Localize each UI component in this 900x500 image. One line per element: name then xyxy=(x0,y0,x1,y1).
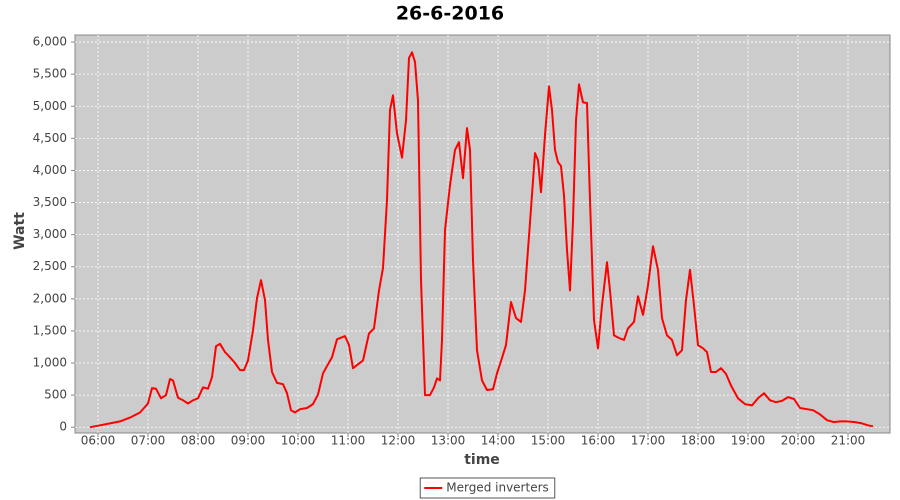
x-tick-label: 16:00 xyxy=(581,434,616,448)
y-tick-label: 2,500 xyxy=(33,259,67,273)
y-tick-label: 0 xyxy=(59,420,67,434)
y-tick-label: 6,000 xyxy=(33,35,67,49)
x-tick-label: 06:00 xyxy=(81,434,116,448)
data-line xyxy=(89,51,874,429)
y-tick-label: 5,000 xyxy=(33,99,67,113)
x-tick-label: 11:00 xyxy=(331,434,366,448)
x-tick-label: 12:00 xyxy=(381,434,416,448)
chart-title: 26-6-2016 xyxy=(396,3,504,25)
x-tick-label: 08:00 xyxy=(181,434,216,448)
y-tick-label: 5,500 xyxy=(33,67,67,81)
y-tick-label: 1,000 xyxy=(33,356,67,370)
legend-box xyxy=(419,477,556,499)
x-tick-label: 15:00 xyxy=(531,434,566,448)
y-axis-label: Watt xyxy=(12,212,28,250)
x-tick-label: 14:00 xyxy=(481,434,516,448)
y-tick-label: 500 xyxy=(44,388,67,402)
y-tick-label: 4,500 xyxy=(33,131,67,145)
x-tick-label: 07:00 xyxy=(131,434,166,448)
y-tick-label: 4,000 xyxy=(33,163,67,177)
plot-area xyxy=(74,34,891,434)
x-tick-label: 21:00 xyxy=(831,434,866,448)
legend: Merged inverters xyxy=(419,477,556,499)
y-tick-label: 2,000 xyxy=(33,291,67,305)
x-tick-label: 17:00 xyxy=(631,434,666,448)
x-tick-label: 19:00 xyxy=(731,434,766,448)
x-tick-label: 09:00 xyxy=(231,434,266,448)
x-axis-label: time xyxy=(464,452,500,468)
legend-label: Merged inverters xyxy=(446,481,549,495)
x-tick-label: 10:00 xyxy=(281,434,316,448)
x-tick-label: 18:00 xyxy=(681,434,716,448)
y-tick-label: 3,500 xyxy=(33,195,67,209)
y-tick-label: 1,500 xyxy=(33,323,67,337)
y-tick-label: 3,000 xyxy=(33,227,67,241)
x-tick-label: 20:00 xyxy=(781,434,816,448)
x-tick-label: 13:00 xyxy=(431,434,466,448)
